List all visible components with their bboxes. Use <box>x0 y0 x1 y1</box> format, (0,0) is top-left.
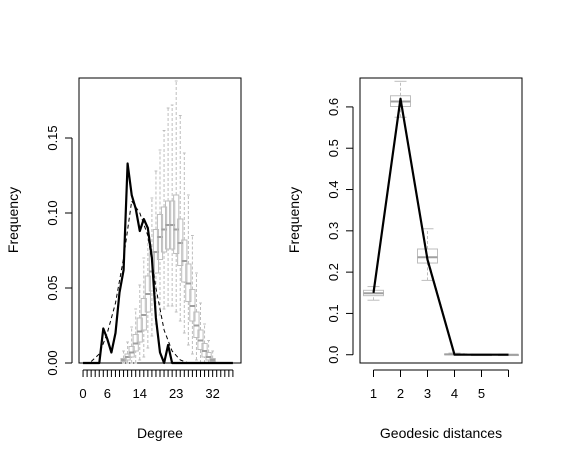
degree-boxplot <box>181 152 188 334</box>
degree-x-tick-label: 23 <box>169 386 183 401</box>
degree-boxplot <box>177 115 184 322</box>
degree-boxplot <box>169 104 176 307</box>
degree-y-tick-label: 0.05 <box>45 275 60 300</box>
degree-boxplot <box>189 235 196 355</box>
degree-boxplot <box>140 257 147 358</box>
degree-y-tick-label: 0.15 <box>45 125 60 150</box>
degree-boxplot <box>136 284 143 361</box>
degree-plot-frame <box>78 77 242 364</box>
geodesic-x-tick-label: 1 <box>370 386 377 401</box>
degree-y-tick-label: 0.10 <box>45 200 60 225</box>
geodesic-simulated-line <box>373 100 509 356</box>
degree-marks <box>83 80 233 365</box>
degree-boxplot <box>201 323 208 364</box>
geodesic-y-tick-label: 0.1 <box>326 304 341 322</box>
degree-boxplot <box>197 302 204 364</box>
degree-x-tick-label: 14 <box>133 386 147 401</box>
geodesic-panel: 0.0 0.1 0.2 0.3 0.4 0.5 0.6 1 2 3 4 5 Geodesic dist… <box>286 77 523 441</box>
degree-boxplot <box>193 272 200 361</box>
degree-observed-line <box>83 162 233 365</box>
degree-boxplot-box <box>173 194 180 254</box>
degree-boxplot <box>156 149 164 316</box>
geodesic-y-tick-label: 0.2 <box>326 263 341 281</box>
degree-simulated-line <box>90 199 189 364</box>
geodesic-y-tick-label: 0.3 <box>326 222 341 240</box>
degree-y-axis-label: Frequency <box>5 187 21 253</box>
degree-y-tick-label: 0.00 <box>45 350 60 375</box>
degree-boxplot <box>185 194 192 346</box>
geodesic-x-tick-label: 2 <box>397 386 404 401</box>
degree-x-tick-label: 32 <box>205 386 219 401</box>
degree-boxplot <box>173 80 180 313</box>
geodesic-x-tick-label: 5 <box>478 386 485 401</box>
degree-axes: 0.00 0.05 0.10 0.15 0 6 14 23 32 <box>45 125 234 401</box>
degree-boxplot <box>132 308 139 364</box>
geodesic-y-tick-label: 0.6 <box>326 98 341 116</box>
geodesic-x-axis-label: Geodesic distances <box>380 425 502 441</box>
geodesic-x-tick-label: 4 <box>451 386 458 401</box>
degree-x-tick-label: 0 <box>79 386 86 401</box>
geodesic-marks <box>363 80 519 357</box>
degree-boxplot <box>160 130 168 310</box>
degree-x-axis-label: Degree <box>137 425 183 441</box>
degree-x-tick-label: 6 <box>104 386 111 401</box>
geodesic-plot-frame <box>359 77 523 364</box>
geodesic-observed-line <box>372 97 509 356</box>
degree-panel: 0.00 0.05 0.10 0.15 0 6 14 23 32 Degree Frequenc… <box>5 77 242 441</box>
geodesic-x-tick-label: 3 <box>424 386 431 401</box>
geodesic-y-tick-label: 0.4 <box>326 180 341 198</box>
geodesic-y-tick-label: 0.0 <box>326 346 341 364</box>
geodesic-y-axis-label: Frequency <box>286 187 302 253</box>
geodesic-y-tick-label: 0.5 <box>326 139 341 157</box>
geodesic-axes: 0.0 0.1 0.2 0.3 0.4 0.5 0.6 1 2 3 4 5 <box>326 98 509 401</box>
degree-boxplot <box>128 326 135 364</box>
